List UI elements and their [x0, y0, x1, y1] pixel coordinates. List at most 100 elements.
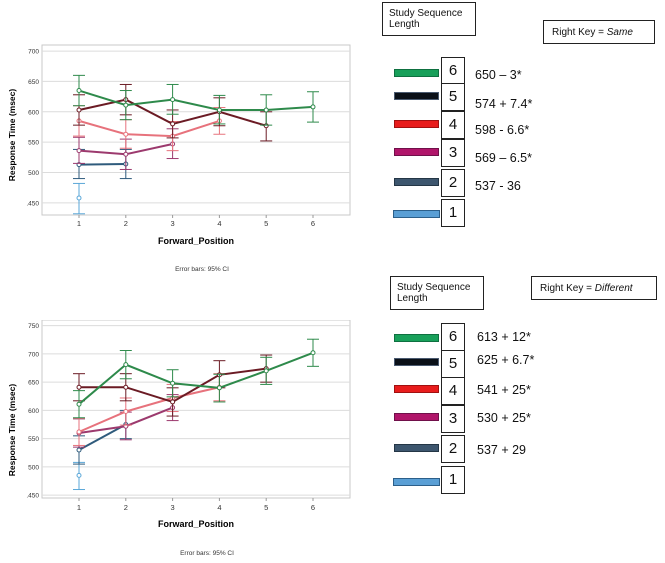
swatch-5	[394, 92, 439, 100]
data-point	[76, 472, 82, 478]
equation-6: 650 – 3*	[475, 68, 522, 82]
x-tick-label: 4	[217, 503, 221, 512]
series-1	[73, 182, 85, 215]
y-tick-label: .450	[26, 200, 39, 207]
key-box-1: 1	[441, 466, 465, 494]
study-sequence-label-box: Study Sequence Length	[390, 276, 484, 310]
data-point	[123, 362, 129, 368]
key-box-1: 1	[441, 199, 465, 227]
data-point	[170, 97, 176, 103]
equation-2: 537 - 36	[475, 179, 521, 193]
series-line	[78, 423, 127, 451]
y-tick-label: .450	[26, 493, 39, 500]
right-key-box: Right Key = Same	[543, 20, 655, 44]
key-box-3: 3	[441, 405, 465, 433]
x-tick-label: 1	[77, 219, 81, 228]
data-point	[76, 401, 82, 407]
y-tick-label: 550	[28, 436, 39, 443]
y-axis-label: Response Time (msec)	[7, 89, 17, 182]
key-box-4: 4	[441, 111, 465, 139]
data-point	[170, 121, 176, 127]
data-point	[76, 195, 82, 201]
series-line	[78, 89, 314, 111]
y-tick-label: 550	[28, 140, 39, 147]
key-box-5: 5	[441, 350, 465, 378]
data-point	[123, 384, 129, 390]
data-point	[123, 131, 129, 137]
y-tick-label: 650	[28, 79, 39, 86]
y-tick-label: 750	[28, 323, 39, 330]
data-point	[263, 107, 269, 113]
svg-text:Response Time (msec): Response Time (msec)	[7, 384, 17, 477]
y-tick-label: 500	[28, 464, 39, 471]
swatch-5	[394, 358, 439, 366]
data-point	[170, 399, 176, 405]
swatch-4	[394, 385, 439, 393]
swatch-6	[394, 334, 439, 342]
swatch-2	[394, 178, 439, 186]
data-point	[310, 104, 316, 110]
equation-2: 537 + 29	[477, 443, 527, 457]
swatch-3	[394, 413, 439, 421]
data-point	[216, 385, 222, 391]
key-box-5: 5	[441, 83, 465, 111]
x-tick-label: 2	[124, 219, 128, 228]
y-tick-label: 700	[28, 351, 39, 358]
data-point	[170, 380, 176, 386]
x-tick-label: 3	[171, 219, 175, 228]
x-tick-label: 2	[124, 503, 128, 512]
x-tick-label: 4	[217, 219, 221, 228]
data-point	[123, 151, 129, 157]
key-box-2: 2	[441, 169, 465, 197]
data-point	[76, 88, 82, 94]
equation-4: 598 - 6.6*	[475, 123, 530, 137]
swatch-4	[394, 120, 439, 128]
equation-5: 625 + 6.7*	[477, 353, 535, 367]
x-axis-label: Forward_Position	[158, 236, 234, 246]
swatch-2	[394, 444, 439, 452]
data-point	[76, 384, 82, 390]
key-box-2: 2	[441, 435, 465, 463]
data-point	[263, 368, 269, 374]
series-6	[73, 338, 319, 419]
y-tick-label: 600	[28, 109, 39, 116]
swatch-6	[394, 69, 439, 77]
equation-4: 541 + 25*	[477, 383, 531, 397]
right-key-box: Right Key = Different	[531, 276, 657, 300]
series-line	[78, 163, 126, 166]
y-tick-label: 700	[28, 49, 39, 56]
data-point	[123, 102, 129, 108]
swatch-1	[393, 478, 440, 486]
error-bars-note: Error bars: 95% CI	[180, 550, 234, 557]
y-tick-label: 600	[28, 408, 39, 415]
swatch-1	[393, 210, 440, 218]
series-6	[73, 74, 319, 126]
series-line	[78, 119, 220, 138]
y-tick-label: 500	[28, 170, 39, 177]
plot-area: .450 500 550 600 650 700 750 1 2 3 4 5 6	[26, 320, 351, 512]
data-point	[76, 447, 82, 453]
data-point	[310, 350, 316, 356]
y-axis-label: Response Time (msec)	[7, 384, 17, 477]
x-tick-label: 5	[264, 503, 268, 512]
chart-bottom: Response Time (msec) Forward_Position Er…	[7, 320, 351, 557]
equation-5: 574 + 7.4*	[475, 97, 533, 111]
data-point	[76, 148, 82, 154]
data-point	[76, 429, 82, 435]
equation-3: 530 + 25*	[477, 411, 531, 425]
x-tick-label: 3	[171, 503, 175, 512]
key-box-3: 3	[441, 139, 465, 167]
data-point	[123, 409, 129, 415]
y-tick-label: 650	[28, 380, 39, 387]
plot-frame	[41, 44, 351, 216]
x-tick-label: 6	[311, 503, 315, 512]
error-bars-note: Error bars: 95% CI	[175, 266, 229, 273]
key-box-4: 4	[441, 377, 465, 405]
svg-text:Response Time (msec): Response Time (msec)	[7, 89, 17, 182]
equation-6: 613 + 12*	[477, 330, 531, 344]
swatch-3	[394, 148, 439, 156]
series-line	[78, 386, 220, 433]
plot-area: .450 500 550 600 650 700 1 2 3 4 5 6	[26, 44, 351, 228]
x-tick-label: 1	[77, 503, 81, 512]
equation-3: 569 – 6.5*	[475, 151, 532, 165]
